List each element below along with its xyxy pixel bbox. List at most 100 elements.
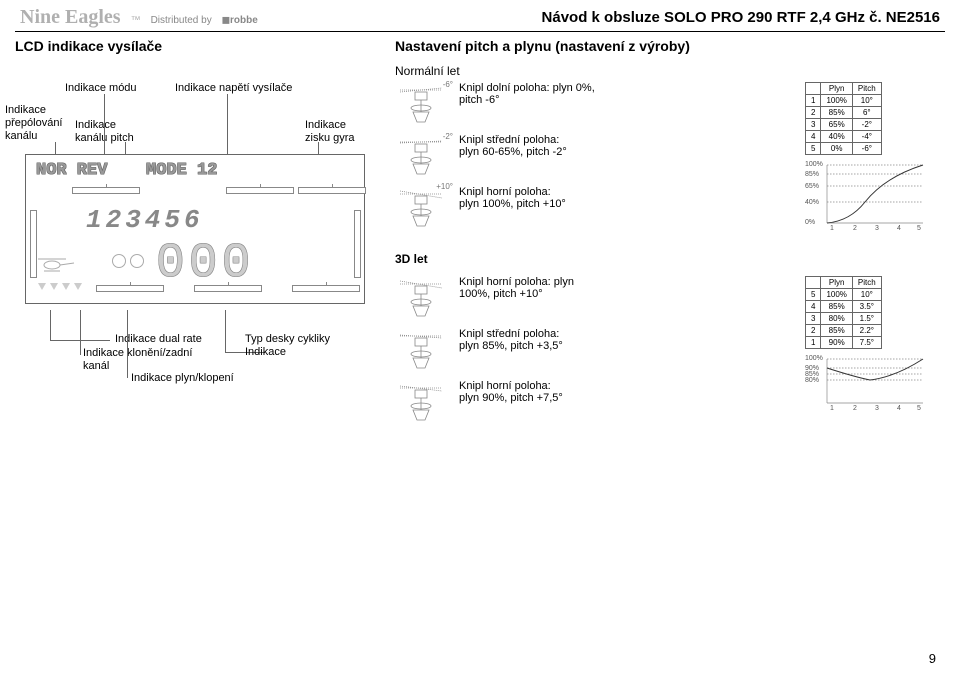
td: 2.2°: [852, 325, 881, 337]
lbl-klonenizadni: Indikace klonění/zadní kanál: [83, 347, 192, 373]
cl: 3: [875, 405, 879, 412]
th: Pitch: [852, 83, 881, 95]
lcd-bars-bot: [96, 285, 360, 292]
brand-main: Nine Eagles: [20, 6, 121, 29]
cl: 80%: [805, 377, 819, 384]
line: [104, 94, 105, 155]
td: 80%: [821, 313, 852, 325]
brand-robbe: ◼robbe: [222, 15, 258, 26]
cl: 40%: [805, 199, 819, 206]
normal-title: Normální let: [395, 64, 945, 78]
d3-text-2: Knipl střední poloha: plyn 85%, pitch +3…: [459, 328, 791, 352]
flight-text-1: Knipl dolní poloha: plyn 0%, pitch -6°: [459, 82, 791, 106]
page-header: Nine Eagles™ Distributed by ◼robbe Návod…: [0, 0, 960, 31]
angle-2: -2°: [443, 132, 453, 141]
header-rule: [15, 31, 945, 32]
lcd-bar-vert: [354, 210, 361, 278]
td: 7.5°: [852, 337, 881, 349]
d3-text-1: Knipl horní poloha: plyn 100%, pitch +10…: [459, 276, 791, 300]
td: 2: [806, 107, 821, 119]
flight-text-2: Knipl střední poloha: plyn 60-65%, pitch…: [459, 134, 791, 158]
brand: Nine Eagles™ Distributed by ◼robbe: [20, 6, 258, 29]
flight-row-3: +10° Knipl horní poloha: plyn 100%, pitc…: [395, 186, 791, 230]
td: 85%: [821, 107, 852, 119]
line: [227, 94, 228, 155]
plyn-pitch-table-2: PlynPitch 5100%10° 485%3.5° 380%1.5° 285…: [805, 276, 882, 349]
td: 3: [806, 119, 821, 131]
brand-tm: ™: [131, 15, 141, 26]
td: 85%: [821, 301, 852, 313]
line: [225, 310, 226, 352]
row3d-left: Knipl horní poloha: plyn 100%, pitch +10…: [395, 276, 791, 432]
td: 4: [806, 131, 821, 143]
plyn-pitch-table-1: PlynPitch 1100%10° 285%6° 365%-2° 440%-4…: [805, 82, 882, 155]
td: -4°: [852, 131, 881, 143]
lcd-bar: [72, 187, 140, 194]
cl: 4: [897, 225, 901, 232]
angle-1: -6°: [443, 80, 453, 89]
td: 1: [806, 337, 821, 349]
heli-diagram-3: +10°: [395, 186, 447, 230]
row3d: Knipl horní poloha: plyn 100%, pitch +10…: [395, 276, 945, 432]
lcd-bar: [194, 285, 262, 292]
td: 10°: [852, 95, 881, 107]
cl: 65%: [805, 183, 819, 190]
heli-diagram-d1: [395, 276, 447, 320]
lcd-bar-vert: [30, 210, 37, 278]
normal-grid: -6° Knipl dolní poloha: plyn 0%, pitch -…: [395, 82, 945, 238]
page-title: Návod k obsluze SOLO PRO 290 RTF 2,4 GHz…: [542, 9, 940, 26]
row3d-right: PlynPitch 5100%10° 485%3.5° 380%1.5° 285…: [805, 276, 945, 432]
line: [80, 310, 81, 355]
cl: 1: [830, 225, 834, 232]
td: 90%: [821, 337, 852, 349]
td: 100%: [821, 95, 852, 107]
heli-diagram-d3: [395, 380, 447, 424]
lcd-tri-group: [38, 283, 82, 290]
cl: 85%: [805, 171, 819, 178]
lcd-section-title: LCD indikace vysílače: [15, 38, 375, 54]
left-column: LCD indikace vysílače Indikace módu Indi…: [15, 38, 375, 432]
th: Plyn: [821, 83, 852, 95]
lcd-bar: [226, 187, 294, 194]
lcd-panel: NOR REV MODE 12 123456 000: [25, 154, 365, 304]
normal-right: PlynPitch 1100%10° 285%6° 365%-2° 440%-4…: [805, 82, 945, 238]
lbl-dualrate: Indikace dual rate: [115, 333, 202, 346]
heli-diagram-1: -6°: [395, 82, 447, 126]
lbl-prepol: Indikace přepólování kanálu: [5, 104, 63, 144]
heli-diagram-2: -2°: [395, 134, 447, 178]
right-section-title: Nastavení pitch a plynu (nastavení z výr…: [395, 38, 945, 54]
lcd-tri: [74, 283, 82, 290]
cl: 5: [917, 225, 921, 232]
cl: 2: [853, 225, 857, 232]
angle-3: +10°: [436, 182, 453, 191]
td: 10°: [852, 289, 881, 301]
lbl-napeti: Indikace napětí vysílače: [175, 82, 292, 95]
lcd-heli-icon: [36, 253, 76, 275]
th: Plyn: [821, 277, 852, 289]
td: 3.5°: [852, 301, 881, 313]
td: 0%: [821, 143, 852, 155]
d3-title: 3D let: [395, 252, 945, 266]
normal-left: -6° Knipl dolní poloha: plyn 0%, pitch -…: [395, 82, 791, 238]
td: 100%: [821, 289, 852, 301]
lbl-plynklopeni: Indikace plyn/klopení: [131, 372, 234, 385]
cl: 0%: [805, 219, 815, 226]
page-number: 9: [929, 651, 936, 666]
lcd-tri: [62, 283, 70, 290]
td: 3: [806, 313, 821, 325]
chart-1: 100% 85% 65% 40% 0% 1 2: [805, 161, 925, 235]
td: 5: [806, 289, 821, 301]
td: 4: [806, 301, 821, 313]
lcd-labels-bot: Indikace dual rate Indikace klonění/zadn…: [15, 310, 375, 380]
lbl-zisku: Indikace zisku gyra: [305, 119, 355, 145]
flight-row-1: -6° Knipl dolní poloha: plyn 0%, pitch -…: [395, 82, 791, 126]
lcd-tri: [50, 283, 58, 290]
td: 65%: [821, 119, 852, 131]
d3-row-1: Knipl horní poloha: plyn 100%, pitch +10…: [395, 276, 791, 320]
cl: 5: [917, 405, 921, 412]
right-column: Nastavení pitch a plynu (nastavení z výr…: [395, 38, 945, 432]
cl: 100%: [805, 161, 823, 168]
td: 1: [806, 95, 821, 107]
th: [806, 83, 821, 95]
lcd-circle: [112, 254, 126, 268]
